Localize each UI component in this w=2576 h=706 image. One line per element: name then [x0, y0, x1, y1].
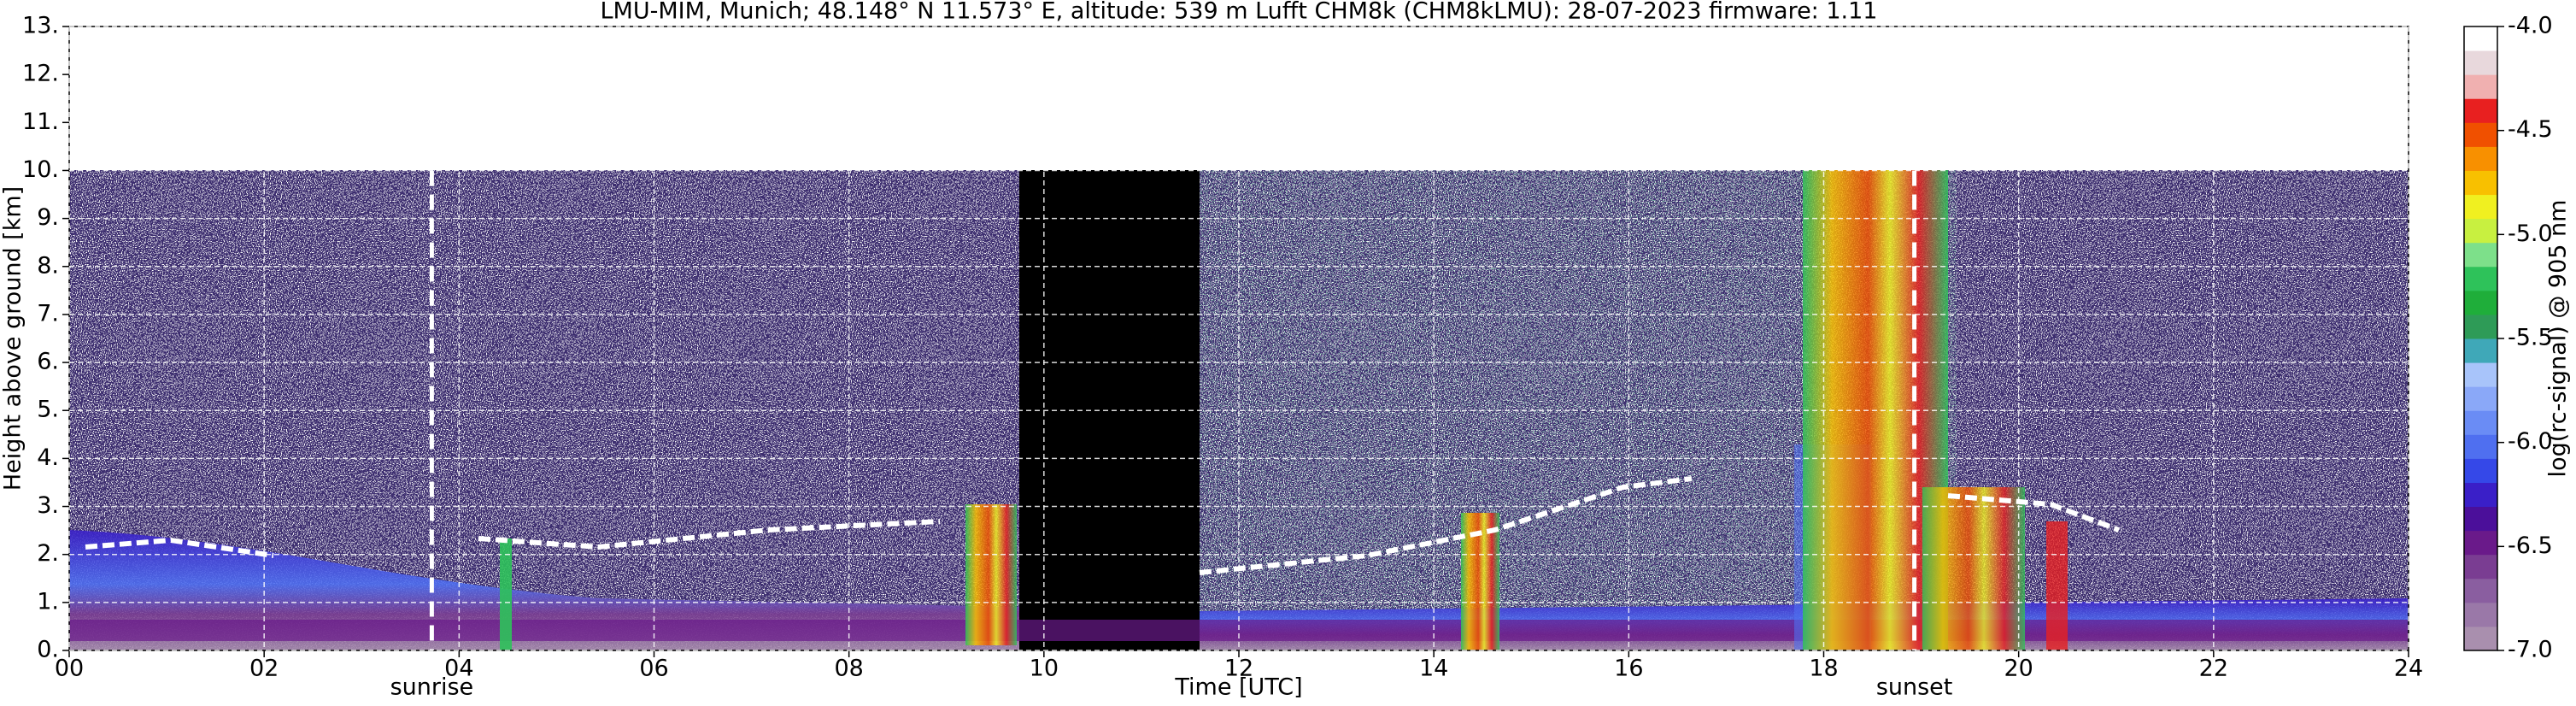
colorbar-band: [2464, 338, 2497, 363]
colorbar-band: [2464, 170, 2497, 196]
colorbar-band: [2464, 290, 2497, 315]
cloud: [1461, 513, 1499, 650]
colorbar-band: [2464, 74, 2497, 99]
colorbar-band: [2464, 194, 2497, 220]
colorbar-band: [2464, 218, 2497, 244]
colorbar-band: [2464, 314, 2497, 339]
cloud-base: [85, 476, 2121, 575]
x-axis-label: Time [UTC]: [1174, 674, 1302, 701]
colorbar-band: [2464, 602, 2497, 627]
x-tick-label: 06: [639, 656, 668, 682]
y-tick-label: 13.: [22, 13, 59, 39]
colorbar-band: [2464, 26, 2497, 51]
cloud: [500, 538, 512, 650]
colorbar-band: [2464, 386, 2497, 411]
x-tick-label: 04: [444, 656, 473, 682]
x-tick-label: 02: [249, 656, 279, 682]
x-tick-label: 08: [834, 656, 863, 682]
colorbar-band: [2464, 410, 2497, 435]
colorbar-tick-label: -5.5: [2508, 325, 2553, 351]
cloud: [2046, 521, 2068, 650]
x-tick-label: 00: [55, 656, 84, 682]
y-tick-label: 5.: [37, 397, 59, 423]
y-tick-label: 3.: [37, 492, 59, 519]
x-tick-label: 20: [2004, 656, 2033, 682]
colorbar-band: [2464, 122, 2497, 147]
y-tick-label: 2.: [37, 540, 59, 567]
colorbar-band: [2464, 242, 2497, 268]
colorbar-label: log(rc-signal) @ 905 nm: [2545, 200, 2572, 478]
y-tick-label: 9.: [37, 204, 59, 231]
event-label: sunrise: [390, 674, 474, 701]
colorbar-band: [2464, 506, 2497, 532]
colorbar-tick-label: -7.0: [2508, 637, 2553, 663]
event-label: sunset: [1876, 674, 1953, 701]
x-tick-label: 10: [1030, 656, 1059, 682]
colorbar-band: [2464, 50, 2497, 75]
colorbar-tick-label: -6.5: [2508, 532, 2553, 559]
colorbar-tick-label: -4.0: [2508, 13, 2553, 39]
colorbar-band: [2464, 578, 2497, 603]
x-tick-label: 22: [2199, 656, 2228, 682]
colorbar-band: [2464, 146, 2497, 171]
x-tick-label: 14: [1419, 656, 1448, 682]
colorbar-tick-label: -5.0: [2508, 221, 2553, 247]
colorbar-band: [2464, 98, 2497, 123]
cloud: [965, 504, 1017, 645]
x-tick-label: 16: [1614, 656, 1643, 682]
chart-title: LMU-MIM, Munich; 48.148° N 11.573° E, al…: [601, 0, 1878, 25]
y-tick-label: 0.: [37, 637, 59, 663]
y-tick-label: 12.: [22, 61, 59, 87]
y-tick-label: 6.: [37, 349, 59, 375]
data-gap: [1019, 170, 1200, 650]
y-tick-label: 4.: [37, 444, 59, 471]
cloud: [1922, 487, 2025, 650]
colorbar-tick-label: -6.0: [2508, 428, 2553, 455]
colorbar-tick-label: -4.5: [2508, 116, 2553, 143]
colorbar-band: [2464, 554, 2497, 580]
y-tick-label: 1.: [37, 588, 59, 615]
x-tick-label: 12: [1224, 656, 1253, 682]
colorbar-band: [2464, 434, 2497, 459]
colorbar-band: [2464, 482, 2497, 508]
y-tick-label: 8.: [37, 252, 59, 279]
colorbar-band: [2464, 458, 2497, 483]
y-tick-label: 7.: [37, 300, 59, 327]
y-axis-label: Height above ground [km]: [0, 186, 26, 491]
y-tick-label: 11.: [22, 109, 59, 135]
colorbar-band: [2464, 626, 2497, 651]
colorbar-band: [2464, 266, 2497, 291]
colorbar-band: [2464, 362, 2497, 387]
y-tick-label: 10.: [22, 156, 59, 183]
x-tick-label: 24: [2394, 656, 2423, 682]
colorbar-band: [2464, 530, 2497, 556]
x-tick-label: 18: [1809, 656, 1838, 682]
